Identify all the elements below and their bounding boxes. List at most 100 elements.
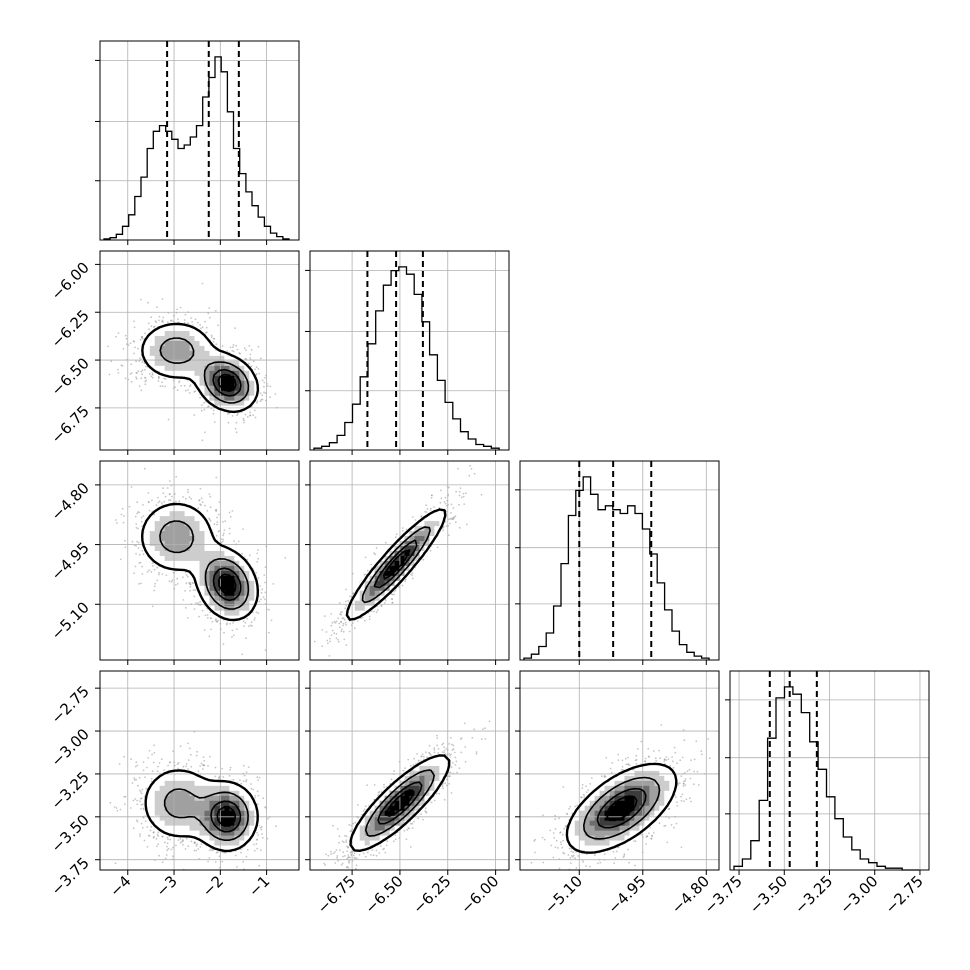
scatter-point — [144, 383, 147, 386]
scatter-point — [263, 385, 265, 388]
scatter-point — [226, 413, 229, 415]
scatter-point — [215, 508, 218, 511]
scatter-point — [140, 807, 142, 810]
scatter-point — [222, 643, 225, 645]
scatter-point — [129, 373, 132, 375]
scatter-point — [148, 569, 151, 572]
scatter-point — [248, 345, 251, 347]
scatter-point — [240, 848, 242, 851]
scatter-point — [140, 298, 142, 301]
scatter-point — [256, 400, 259, 403]
scatter-point — [175, 500, 177, 503]
scatter-point — [157, 501, 160, 504]
scatter-point — [131, 540, 134, 543]
scatter-point — [256, 401, 258, 404]
scatter-point — [261, 394, 264, 397]
scatter-point — [119, 558, 122, 561]
scatter-point — [146, 826, 149, 828]
scatter-point — [218, 776, 221, 779]
scatter-point — [188, 385, 191, 388]
scatter-point — [221, 540, 224, 543]
scatter-point — [204, 320, 206, 323]
scatter-point — [208, 872, 210, 874]
scatter-point — [261, 379, 264, 382]
scatter-point — [168, 580, 171, 582]
scatter-point — [257, 549, 259, 551]
scatter-point — [256, 552, 259, 555]
scatter-point — [138, 553, 141, 556]
scatter-point — [150, 571, 153, 573]
scatter-point — [188, 747, 191, 750]
scatter-point — [118, 763, 121, 765]
scatter-point — [121, 365, 124, 367]
scatter-point — [175, 872, 177, 874]
scatter-point — [264, 377, 266, 379]
scatter-point — [268, 631, 270, 634]
scatter-point — [195, 754, 198, 757]
scatter-point — [157, 765, 159, 768]
scatter-point — [140, 520, 143, 523]
scatter-point — [185, 574, 188, 576]
scatter-point — [207, 860, 210, 863]
scatter-point — [187, 491, 190, 494]
scatter-point — [208, 493, 211, 495]
scatter-point — [158, 573, 160, 576]
scatter-point — [222, 520, 224, 523]
scatter-point — [232, 344, 235, 346]
scatter-point — [252, 360, 255, 363]
scatter-point — [182, 496, 185, 498]
scatter-point — [124, 334, 127, 337]
scatter-point — [158, 500, 161, 503]
scatter-point — [138, 776, 141, 779]
scatter-point — [245, 780, 248, 783]
scatter-point — [163, 500, 166, 503]
scatter-point — [177, 839, 180, 841]
scatter-point — [258, 600, 261, 603]
scatter-point — [187, 322, 190, 325]
scatter-point — [140, 516, 143, 519]
scatter-point — [249, 353, 252, 356]
scatter-point — [232, 346, 234, 349]
scatter-point — [166, 487, 169, 489]
scatter-point — [144, 376, 146, 379]
scatter-point — [128, 505, 131, 508]
scatter-point — [157, 496, 159, 499]
scatter-point — [174, 493, 176, 495]
scatter-point — [199, 600, 202, 603]
scatter-point — [194, 589, 197, 591]
scatter-point — [166, 842, 169, 845]
scatter-point — [221, 767, 224, 770]
scatter-point — [198, 499, 201, 502]
scatter-point — [148, 328, 151, 331]
scatter-point — [139, 789, 141, 792]
scatter-point — [151, 376, 154, 379]
scatter-point — [133, 326, 136, 329]
scatter-point — [141, 336, 144, 338]
scatter-point — [237, 412, 239, 415]
scatter-point — [109, 801, 112, 804]
scatter-point — [141, 788, 144, 791]
scatter-point — [227, 421, 230, 424]
scatter-point — [153, 589, 156, 592]
scatter-point — [163, 377, 166, 380]
scatter-point — [140, 822, 143, 825]
scatter-point — [136, 819, 138, 822]
scatter-point — [250, 621, 253, 624]
scatter-point — [228, 412, 231, 415]
scatter-point — [232, 634, 235, 637]
scatter-point — [267, 817, 269, 820]
scatter-point — [137, 784, 139, 787]
scatter-point — [168, 835, 171, 838]
scatter-point — [215, 851, 218, 854]
scatter-point — [168, 480, 171, 482]
scatter-point — [161, 835, 164, 838]
scatter-point — [204, 614, 207, 617]
scatter-point — [242, 620, 245, 623]
scatter-point — [257, 577, 260, 579]
scatter-point — [182, 843, 184, 846]
scatter-point — [201, 501, 204, 504]
scatter-point — [115, 807, 118, 809]
scatter-point — [158, 762, 161, 764]
scatter-point — [150, 777, 153, 780]
scatter-point — [166, 321, 169, 324]
